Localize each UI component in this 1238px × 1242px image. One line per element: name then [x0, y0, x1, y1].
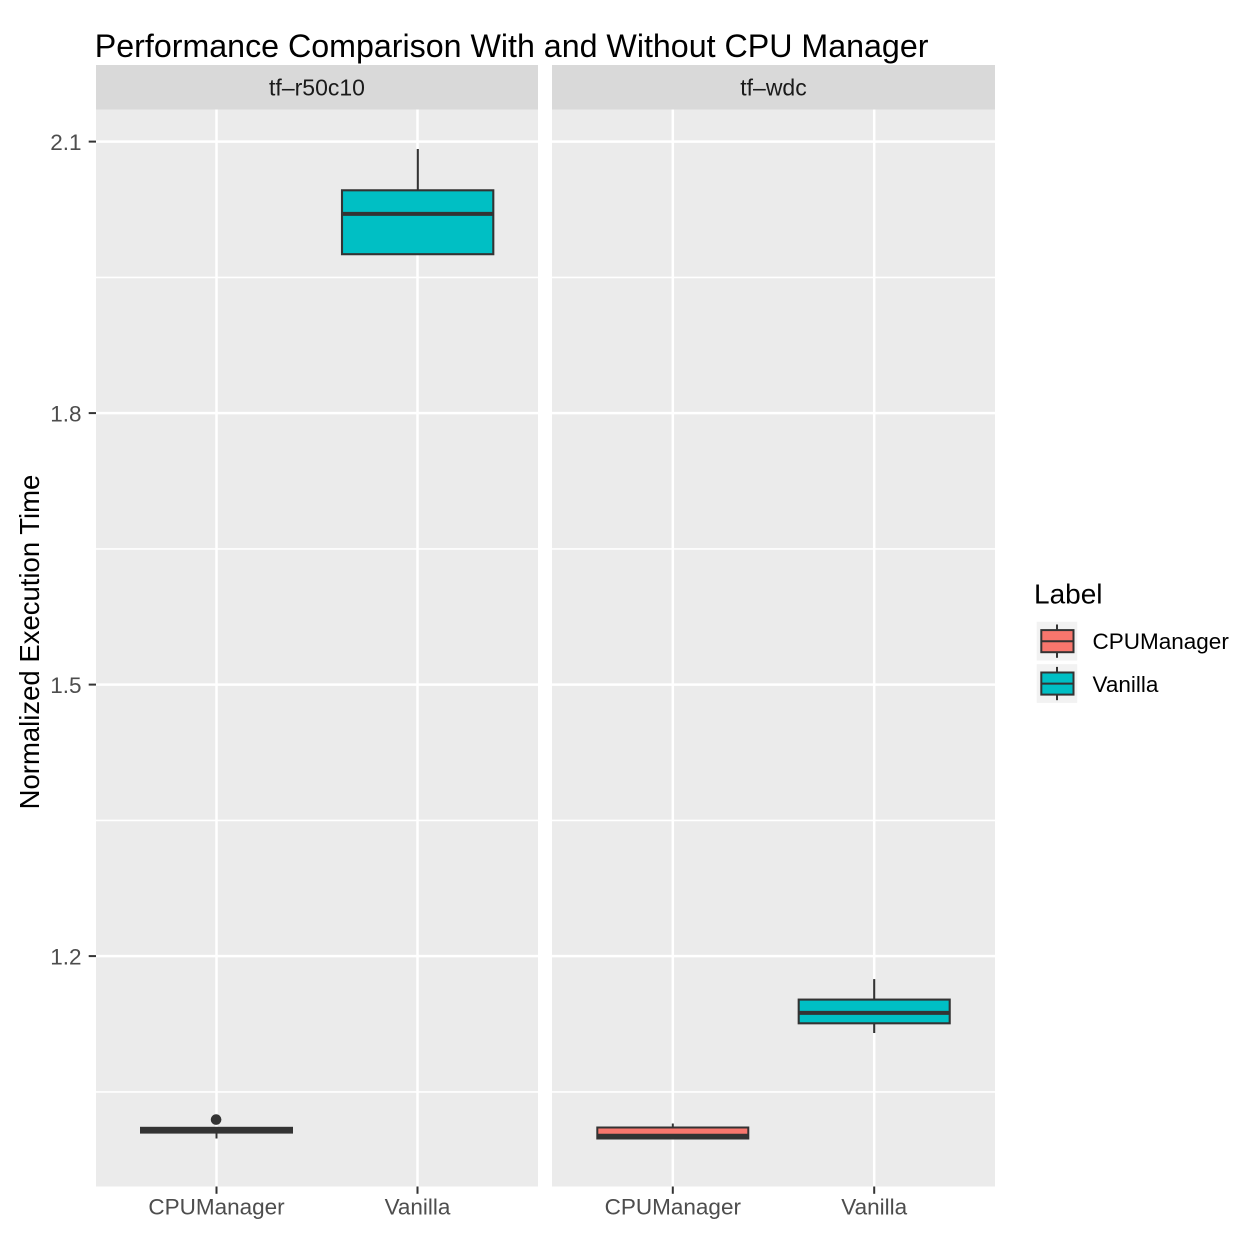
svg-text:tf–wdc: tf–wdc	[740, 75, 806, 101]
svg-text:1.8: 1.8	[50, 401, 81, 426]
svg-text:tf–r50c10: tf–r50c10	[269, 75, 365, 101]
svg-text:2.1: 2.1	[50, 130, 81, 155]
svg-text:Vanilla: Vanilla	[385, 1195, 451, 1220]
svg-text:1.2: 1.2	[50, 944, 81, 969]
svg-text:Vanilla: Vanilla	[1093, 672, 1159, 697]
svg-text:CPUManager: CPUManager	[1093, 629, 1230, 654]
svg-text:Label: Label	[1034, 578, 1103, 609]
svg-text:Vanilla: Vanilla	[841, 1195, 907, 1220]
svg-text:Performance Comparison With an: Performance Comparison With and Without …	[95, 28, 929, 64]
svg-text:CPUManager: CPUManager	[605, 1195, 742, 1220]
svg-text:Normalized Execution Time: Normalized Execution Time	[14, 475, 45, 810]
svg-text:1.5: 1.5	[50, 673, 81, 698]
svg-text:CPUManager: CPUManager	[148, 1195, 285, 1220]
